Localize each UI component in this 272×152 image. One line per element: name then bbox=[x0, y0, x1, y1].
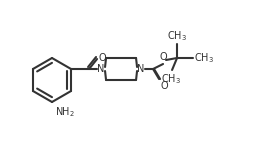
Text: O: O bbox=[98, 53, 106, 63]
Text: CH$_3$: CH$_3$ bbox=[167, 29, 187, 43]
Text: NH$_2$: NH$_2$ bbox=[55, 105, 75, 119]
Text: N: N bbox=[137, 64, 145, 74]
Text: N: N bbox=[97, 64, 105, 74]
Text: CH$_3$: CH$_3$ bbox=[194, 51, 214, 65]
Text: O: O bbox=[160, 81, 168, 91]
Text: O: O bbox=[159, 52, 167, 62]
Text: CH$_3$: CH$_3$ bbox=[161, 72, 181, 86]
